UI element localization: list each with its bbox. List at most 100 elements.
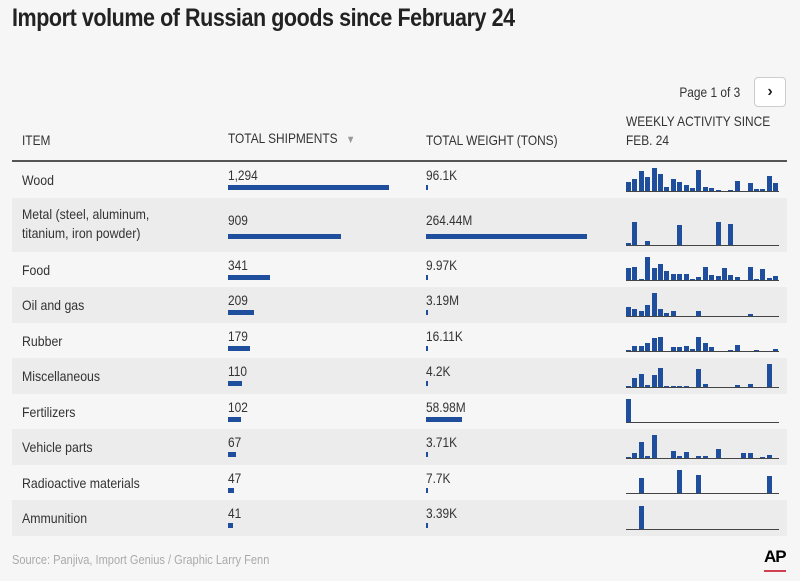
table-row: Miscellaneous 110 4.2K <box>12 358 787 394</box>
weekly-bar <box>677 385 683 387</box>
sparkline-baseline <box>626 315 779 317</box>
weekly-bar <box>773 182 779 191</box>
column-header-shipments[interactable]: TOTAL SHIPMENTS ▼ <box>228 129 355 150</box>
weekly-bar <box>747 182 753 191</box>
column-header-weight[interactable]: TOTAL WEIGHT (TONS) <box>426 132 558 148</box>
weekly-bar <box>702 186 708 191</box>
item-name: Oil and gas <box>22 297 85 313</box>
weekly-bar <box>638 373 644 387</box>
weekly-bar <box>658 367 663 387</box>
weekly-bar <box>664 312 670 316</box>
item-name: Radioactive materials <box>22 474 140 491</box>
weekly-bar <box>728 275 734 280</box>
weekly-bar <box>651 268 657 280</box>
weekly-bar <box>638 279 644 280</box>
weekly-bar <box>638 505 644 529</box>
shipments-value: 341 <box>228 256 248 273</box>
weekly-bar <box>638 441 644 458</box>
weekly-bar <box>766 175 772 191</box>
weekly-bar <box>734 277 740 280</box>
item-name: Fertilizers <box>22 403 76 420</box>
weekly-bar <box>651 374 657 387</box>
weekly-bar <box>677 470 683 493</box>
shipments-bar <box>228 345 251 351</box>
weekly-bar <box>664 385 670 387</box>
weekly-bar <box>690 187 695 191</box>
weekly-bar <box>734 180 740 191</box>
shipments-bar <box>228 310 254 315</box>
table-row: Metal (steel, aluminum, titanium, iron p… <box>12 197 787 252</box>
weekly-bar <box>766 363 772 387</box>
table-row: Fertilizers 102 58.98M <box>12 394 787 430</box>
sparkline-baseline <box>626 493 779 494</box>
weekly-bar <box>709 275 715 280</box>
weekly-bar <box>715 189 721 191</box>
weekly-bar <box>645 455 651 458</box>
weekly-bar <box>696 337 702 351</box>
weight-bar <box>426 452 428 457</box>
weekly-bar <box>670 347 676 351</box>
weekly-bar <box>626 181 631 191</box>
table-header: ITEM TOTAL SHIPMENTS ▼ TOTAL WEIGHT (TONS… <box>12 108 787 162</box>
sparkline-baseline <box>626 280 779 281</box>
weekly-bar <box>702 455 708 458</box>
weekly-bar <box>722 268 727 280</box>
sparkline-baseline <box>626 422 779 423</box>
item-name: Vehicle parts <box>22 439 93 455</box>
shipments-bar <box>228 381 242 386</box>
weekly-bar <box>747 267 753 280</box>
weight-bar <box>426 185 428 190</box>
weekly-bar <box>702 267 708 280</box>
chevron-right-icon: › <box>767 83 773 100</box>
weekly-bar <box>728 189 734 191</box>
weight-value: 9.97K <box>426 256 458 273</box>
weekly-bar <box>626 268 631 280</box>
weekly-bar <box>677 347 683 351</box>
shipments-value: 41 <box>228 505 242 521</box>
weekly-bar <box>632 308 638 316</box>
weekly-bar <box>728 350 734 351</box>
weight-value: 4.2K <box>426 363 451 379</box>
weekly-sparkline <box>626 256 779 281</box>
weekly-bar <box>658 308 663 316</box>
weekly-bar <box>645 304 651 316</box>
weekly-bar <box>645 343 651 351</box>
weekly-bar <box>632 178 638 191</box>
weekly-bar <box>626 399 631 422</box>
weekly-bar <box>677 274 683 280</box>
weekly-bar <box>696 455 702 458</box>
weekly-sparkline <box>626 363 779 388</box>
weight-bar <box>426 523 428 528</box>
weekly-bar <box>670 310 676 316</box>
sparkline-baseline <box>626 190 779 192</box>
weekly-bar <box>664 186 670 191</box>
shipments-value: 67 <box>228 434 242 450</box>
weight-bar <box>426 416 462 422</box>
weekly-bar <box>651 292 657 316</box>
table-row: Vehicle parts 67 3.71K <box>12 429 787 465</box>
weekly-bar <box>638 346 644 351</box>
weekly-bar <box>741 452 747 458</box>
weekly-bar <box>677 181 683 191</box>
table-row: Ammunition 41 3.39K <box>12 500 787 536</box>
column-header-item[interactable]: ITEM <box>22 132 51 148</box>
weight-value: 3.71K <box>426 434 458 450</box>
weekly-bar <box>645 176 651 191</box>
weekly-bar <box>696 310 702 316</box>
weight-value: 3.39K <box>426 505 458 521</box>
sparkline-baseline <box>626 244 779 246</box>
sparkline-baseline <box>626 457 779 459</box>
weekly-bar <box>760 188 766 191</box>
weekly-bar <box>626 306 631 316</box>
weekly-bar <box>683 184 689 191</box>
weekly-bar <box>670 385 676 387</box>
ap-logo: AP <box>764 547 787 566</box>
weekly-sparkline <box>626 469 779 494</box>
weekly-bar <box>773 276 779 280</box>
next-page-button[interactable]: › <box>754 77 786 107</box>
table-row: Oil and gas 209 3.19M <box>12 287 787 323</box>
weight-bar <box>426 310 428 315</box>
shipments-bar <box>228 233 342 239</box>
sparkline-baseline <box>626 386 779 388</box>
weekly-bar <box>683 346 689 351</box>
